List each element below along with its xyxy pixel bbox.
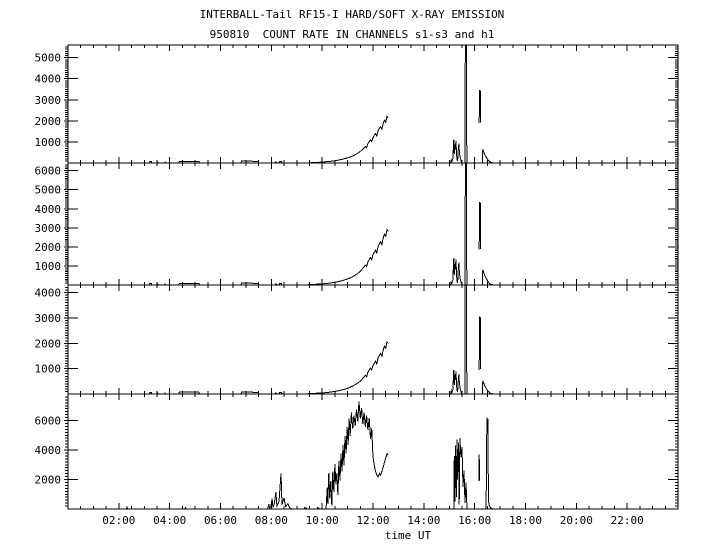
chart-title: INTERBALL-Tail RF15-I HARD/SOFT X-RAY EM… [200, 8, 505, 21]
series-s2-segment [69, 228, 389, 285]
x-tick-label: 12:00 [356, 514, 389, 527]
panel-border [67, 284, 679, 395]
series-s2-segment [481, 269, 495, 285]
y-tick-label: 3000 [35, 222, 62, 235]
chart-subtitle: 950810 COUNT RATE IN CHANNELS s1-s3 and … [210, 28, 495, 41]
x-tick-label: 06:00 [204, 514, 237, 527]
panel-h1: 2000 4000 6000 [35, 393, 679, 510]
series-s3-segment [481, 380, 495, 394]
y-tick-label: 3000 [35, 94, 62, 107]
series-s3-segment [478, 316, 481, 370]
y-tick-label: 4000 [35, 73, 62, 86]
series-s3-segment [69, 340, 389, 394]
series-s1-segment [69, 115, 389, 163]
generated-chart-content: 1000 2000 3000 4000 5000 1000 2000 3000 4000 5000… [35, 44, 679, 527]
series-s1-segment [464, 45, 468, 163]
y-tick-label: 4000 [35, 287, 62, 300]
x-tick-label: 08:00 [255, 514, 288, 527]
series-s2-segment [464, 163, 468, 285]
x-tick-label: 16:00 [458, 514, 491, 527]
x-axis-title: time UT [385, 529, 432, 542]
series-s1-segment [481, 149, 495, 163]
series-h1-segment [69, 401, 389, 509]
y-tick-label: 5000 [35, 52, 62, 65]
y-tick-label: 4000 [35, 444, 62, 457]
y-tick-label: 2000 [35, 115, 62, 128]
y-tick-label: 6000 [35, 165, 62, 178]
x-tick-label: 14:00 [407, 514, 440, 527]
y-tick-label: 1000 [35, 136, 62, 149]
y-tick-label: 1000 [35, 363, 62, 376]
y-tick-label: 5000 [35, 184, 62, 197]
y-tick-label: 2000 [35, 337, 62, 350]
panel-s3: 1000 2000 3000 4000 [35, 284, 679, 395]
panel-border [67, 162, 679, 286]
x-tick-labels: 02:00 04:00 06:00 08:00 10:00 12:00 14:00 16:00… [102, 514, 643, 527]
y-tick-label: 6000 [35, 415, 62, 428]
series-s3-segment [450, 369, 463, 394]
series-s2-segment [450, 257, 463, 285]
x-tick-label: 22:00 [611, 514, 644, 527]
series-h1-segment [478, 454, 480, 482]
x-tick-label: 18:00 [509, 514, 542, 527]
y-tick-label: 4000 [35, 203, 62, 216]
x-tick-label: 10:00 [306, 514, 339, 527]
series-s2-segment [478, 202, 481, 250]
panel-s1: 1000 2000 3000 4000 5000 [35, 44, 679, 164]
panel-s2: 1000 2000 3000 4000 5000 6000 [35, 162, 679, 286]
series-h1-segment [485, 417, 494, 509]
series-s1-segment [478, 90, 481, 124]
series-h1-segment [453, 438, 468, 509]
series-s1-segment [450, 139, 463, 163]
y-tick-label: 2000 [35, 474, 62, 487]
x-tick-label: 20:00 [560, 514, 593, 527]
y-tick-label: 2000 [35, 241, 62, 254]
y-tick-label: 3000 [35, 312, 62, 325]
panel-border [67, 44, 679, 164]
x-tick-label: 02:00 [102, 514, 135, 527]
y-tick-label: 1000 [35, 260, 62, 273]
x-tick-label: 04:00 [153, 514, 186, 527]
